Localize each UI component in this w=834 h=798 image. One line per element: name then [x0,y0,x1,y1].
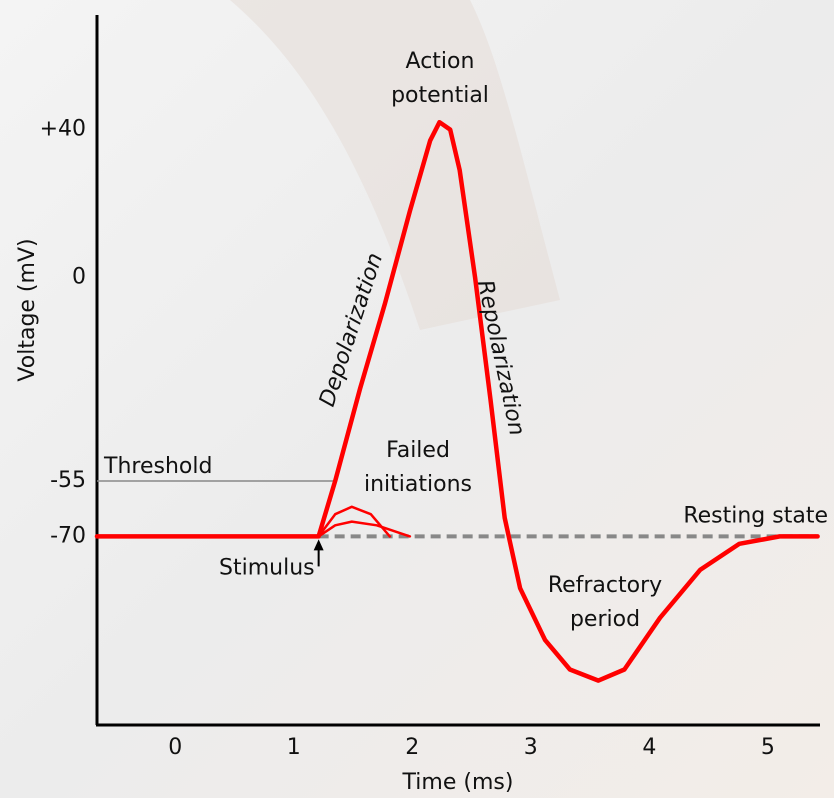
x-tick-label: 1 [287,735,301,760]
annotation: Action [406,49,475,74]
x-tick-label: 5 [761,735,775,760]
annotation: potential [391,83,489,108]
page: {"chart_data": {"type": "line", "x_label… [0,0,834,798]
annotation: Failed [386,438,450,463]
y-tick-label: -55 [50,468,86,493]
y-axis-label: Voltage (mV) [15,238,40,381]
annotation: Refractory [548,573,662,598]
stimulus-label: Stimulus [219,555,315,580]
annotation: period [570,607,640,632]
x-tick-label: 2 [405,735,419,760]
chart: Time (ms) Voltage (mV) 0 1 2 3 4 5 +40 0 -55 -70 T… [0,0,834,798]
x-axis-label: Time (ms) [402,770,514,795]
x-tick-label: 0 [168,735,182,760]
resting-label: Resting state [683,503,828,528]
y-tick-label: -70 [50,523,86,548]
annotation: initiations [364,472,472,497]
y-tick-label: +40 [40,117,86,142]
x-tick-label: 3 [524,735,538,760]
x-tick-label: 4 [642,735,656,760]
y-tick-label: 0 [72,265,86,290]
threshold-label: Threshold [103,454,212,479]
